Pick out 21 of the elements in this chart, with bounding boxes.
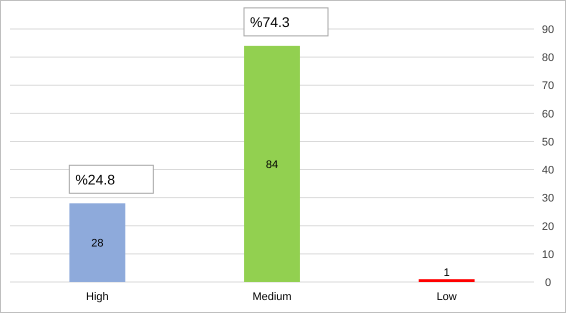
x-tick-label: Medium bbox=[252, 291, 292, 303]
y-tick-label: 80 bbox=[542, 52, 554, 64]
data-label: 1 bbox=[444, 267, 450, 280]
data-label: 28 bbox=[91, 238, 104, 250]
bar bbox=[244, 46, 300, 282]
y-tick-label: 90 bbox=[542, 24, 554, 36]
bar bbox=[418, 279, 475, 282]
y-tick-label: 0 bbox=[544, 277, 552, 289]
y-tick-label: 70 bbox=[542, 80, 554, 92]
bar bbox=[69, 203, 126, 282]
y-tick-label: 60 bbox=[542, 108, 554, 120]
x-tick-label: Low bbox=[436, 291, 457, 303]
annotation: %74.3 bbox=[250, 14, 290, 30]
y-tick-label: 20 bbox=[542, 220, 554, 233]
x-tick-label: High bbox=[86, 291, 109, 303]
y-tick-label: 50 bbox=[542, 136, 554, 148]
y-tick-label: 10 bbox=[542, 248, 554, 261]
data-label: 84 bbox=[266, 158, 278, 171]
y-tick-label: 30 bbox=[542, 192, 554, 205]
y-tick-label: 40 bbox=[542, 164, 554, 177]
annotation: %24.8 bbox=[75, 171, 116, 188]
